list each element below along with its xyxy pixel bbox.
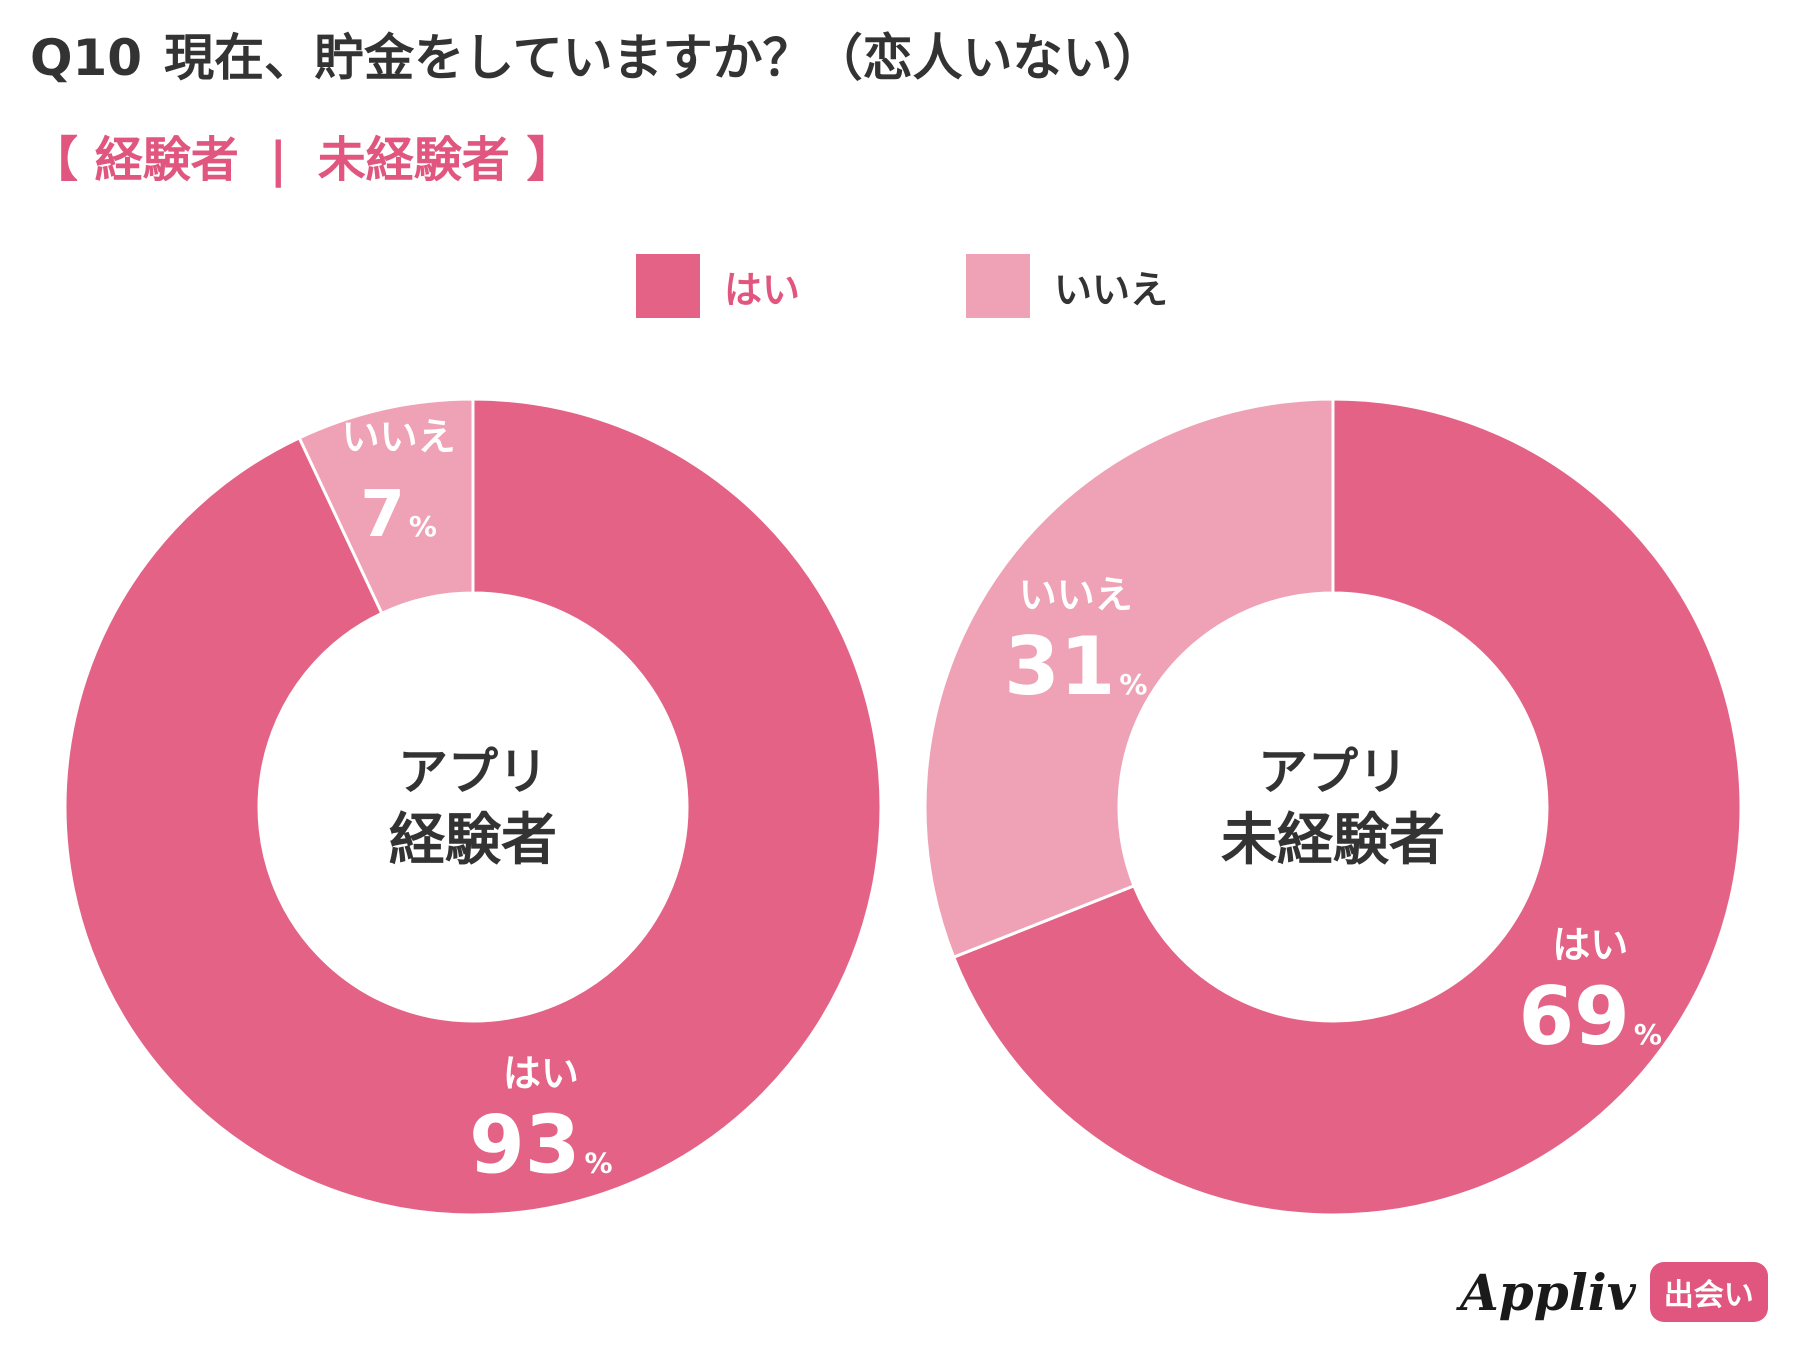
slice-value-yes: 93% [469,1099,612,1192]
slice-label-yes: はい [1552,923,1628,967]
center-label-line1: アプリ [1258,743,1408,801]
slice-label-yes: はい [503,1052,579,1096]
legend-swatch-no [966,254,1030,318]
group-subtitle: 【 経験者 | 未経験者 】 [30,120,574,190]
brand-tag: 出会い [1649,1262,1768,1322]
slice-value-no: 31% [1004,620,1147,713]
center-label-line2: 経験者 [389,808,557,873]
subtitle-group-inexperienced: 未経験者 [317,132,510,188]
question-number: Q10 [30,29,143,87]
legend-label-no: いいえ [1054,267,1169,312]
subtitle-close-bracket: 】 [526,132,575,188]
legend-swatch-yes [636,254,700,318]
subtitle-group-experienced: 経験者 [94,132,239,188]
center-label-line1: アプリ [398,743,548,801]
slice-value-no: 7% [360,478,437,552]
slice-label-no: いいえ [342,415,456,459]
center-label-line2: 未経験者 [1221,808,1445,873]
slice-value-yes: 69% [1519,970,1662,1063]
slice-label-no: いいえ [1019,573,1133,617]
question-text: 現在、貯金をしていますか？（恋人いない） [164,29,1163,87]
slice-no [297,397,475,616]
brand-name: Appliv [1460,1262,1636,1322]
legend-item-no: いいえ [966,254,1168,318]
slice-yes [63,397,883,1217]
legend-label-yes: はい [724,267,801,312]
brand-logo: Appliv 出会い [1460,1262,1768,1322]
slice-no [923,397,1335,960]
slice-yes [951,397,1743,1217]
subtitle-open-bracket: 【 [30,132,79,188]
legend-item-yes: はい [636,254,800,318]
subtitle-separator: | [269,132,287,188]
chart-title: Q10 現在、貯金をしていますか？（恋人いない） [30,18,1163,90]
